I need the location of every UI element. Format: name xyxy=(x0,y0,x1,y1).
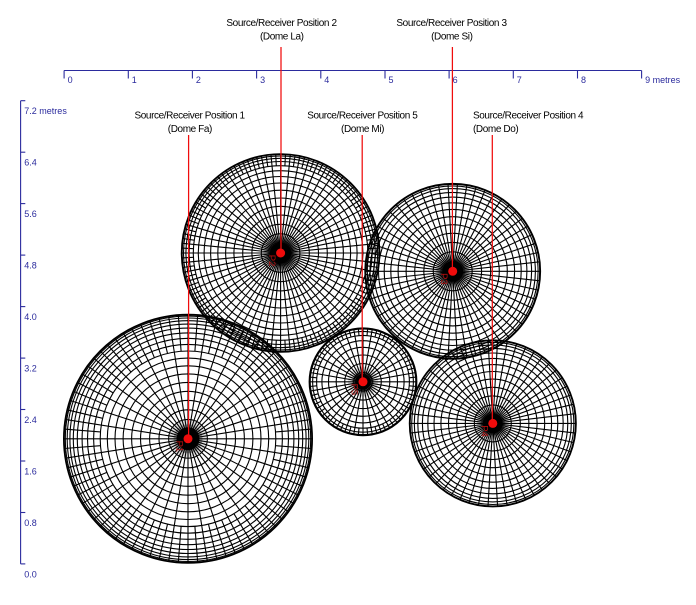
svg-text:4.8: 4.8 xyxy=(24,261,37,271)
svg-text:2.4: 2.4 xyxy=(24,415,37,425)
svg-text:3.2: 3.2 xyxy=(24,363,37,373)
svg-text:Source/Receiver Position 3: Source/Receiver Position 3 xyxy=(396,18,507,29)
svg-text:(Dome Mi): (Dome Mi) xyxy=(341,124,384,135)
svg-text:Source/Receiver Position 5: Source/Receiver Position 5 xyxy=(307,110,418,121)
svg-text:(Dome Si): (Dome Si) xyxy=(431,32,472,43)
svg-text:1.6: 1.6 xyxy=(24,466,37,476)
svg-text:P1: P1 xyxy=(174,441,185,453)
svg-text:4.0: 4.0 xyxy=(24,312,37,322)
svg-text:5: 5 xyxy=(389,75,394,85)
svg-text:P4: P4 xyxy=(478,425,489,437)
svg-text:7: 7 xyxy=(517,75,522,85)
svg-text:8: 8 xyxy=(581,75,586,85)
svg-text:Source/Receiver Position 1: Source/Receiver Position 1 xyxy=(134,110,245,121)
svg-text:0: 0 xyxy=(68,75,73,85)
svg-text:P5: P5 xyxy=(349,384,360,396)
svg-text:(Dome Fa): (Dome Fa) xyxy=(168,124,212,135)
svg-text:Source/Receiver Position 4: Source/Receiver Position 4 xyxy=(473,110,584,121)
svg-text:Source/Receiver Position 2: Source/Receiver Position 2 xyxy=(226,18,337,29)
svg-text:1: 1 xyxy=(132,75,137,85)
svg-text:0.0: 0.0 xyxy=(24,569,37,579)
svg-text:(Dome La): (Dome La) xyxy=(260,32,304,43)
svg-text:7.2 metres: 7.2 metres xyxy=(24,106,67,116)
svg-text:9 metres: 9 metres xyxy=(645,75,681,85)
svg-text:3: 3 xyxy=(260,75,265,85)
svg-text:6.4: 6.4 xyxy=(24,158,37,168)
svg-text:2: 2 xyxy=(196,75,201,85)
svg-text:4: 4 xyxy=(324,75,329,85)
svg-text:P3: P3 xyxy=(438,273,449,285)
svg-text:5.6: 5.6 xyxy=(24,209,37,219)
svg-text:(Dome Do): (Dome Do) xyxy=(473,124,518,135)
svg-text:0.8: 0.8 xyxy=(24,518,37,528)
svg-text:6: 6 xyxy=(453,75,458,85)
svg-text:P2: P2 xyxy=(266,255,277,267)
